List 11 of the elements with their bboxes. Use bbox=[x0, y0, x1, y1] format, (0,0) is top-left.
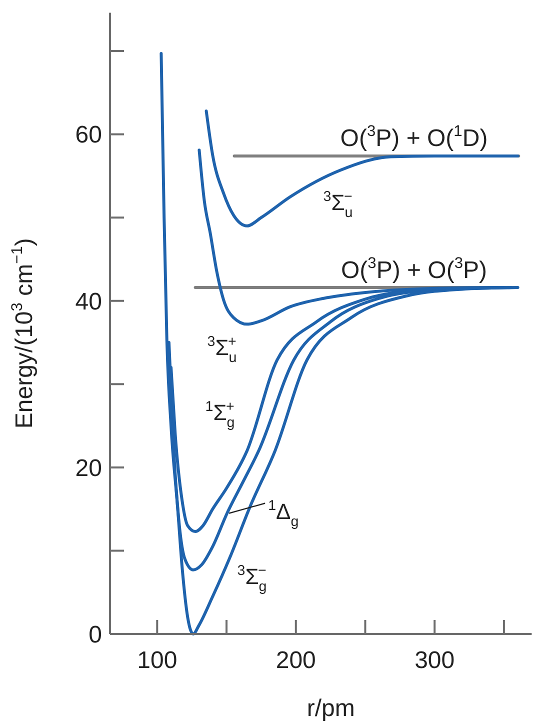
x-tick-label: 200 bbox=[276, 647, 316, 674]
series-label: O($^{3}$P) + O($^{3}$P) bbox=[340, 254, 488, 284]
y-tick-label: 0 bbox=[88, 621, 102, 648]
y-tick-label: 60 bbox=[75, 122, 102, 149]
series-label: O($^{3}$P) + O($^{1}$D) bbox=[340, 122, 488, 152]
annotation: $^{1}$Δ$_{g}$ bbox=[268, 498, 299, 530]
y-tick-label: 40 bbox=[75, 288, 102, 316]
x-tick-label: 300 bbox=[414, 647, 455, 674]
x-tick-label: 100 bbox=[137, 647, 178, 674]
x-axis-title: r/pm bbox=[306, 695, 355, 722]
y-tick-label: 20 bbox=[75, 454, 102, 482]
